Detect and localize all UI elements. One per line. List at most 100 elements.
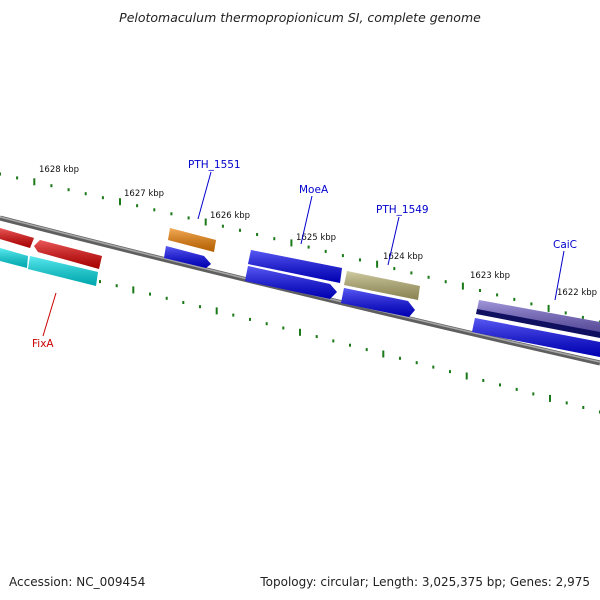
tick-label-1624: 1624 kbp — [383, 252, 423, 262]
gene-blue-moea-lower[interactable] — [245, 266, 337, 299]
leader-fixa — [42, 292, 57, 337]
inner-tick-mark — [499, 383, 501, 387]
inner-tick-mark — [365, 348, 368, 352]
outer-tick-mark — [324, 249, 327, 253]
inner-tick-mark — [132, 286, 135, 294]
inner-tick-mark — [332, 339, 335, 343]
tick-label-1623: 1623 kbp — [470, 271, 510, 281]
tick-label-1622: 1622 kbp — [557, 288, 597, 298]
outer-tick-mark — [273, 237, 276, 241]
outer-tick-mark — [84, 192, 87, 196]
gene-label-pth1549[interactable]: PTH_1549 — [376, 204, 429, 216]
gene-label-fixa[interactable]: FixA — [32, 338, 54, 350]
inner-tick-mark — [382, 350, 385, 358]
genome-summary: Topology: circular; Length: 3,025,375 bp… — [260, 575, 590, 589]
inner-tick-mark — [149, 292, 151, 296]
outer-tick-mark — [496, 293, 499, 297]
outer-tick-mark — [444, 280, 447, 284]
tick-label-1627: 1627 kbp — [124, 189, 164, 199]
gene-cyan-b[interactable] — [28, 256, 98, 286]
inner-tick-mark — [265, 322, 268, 326]
outer-tick-mark — [513, 297, 516, 301]
outer-tick-mark — [50, 184, 53, 188]
inner-tick-mark — [432, 365, 435, 369]
tick-label-1628: 1628 kbp — [39, 165, 79, 175]
outer-tick-mark — [581, 315, 584, 319]
outer-tick-mark — [67, 188, 70, 192]
gene-olive-pth1549[interactable] — [344, 271, 420, 300]
inner-tick-mark — [199, 305, 201, 309]
gene-purple-caic[interactable] — [477, 300, 600, 334]
gene-red-forward[interactable] — [0, 228, 34, 248]
genome-backbone — [0, 215, 600, 366]
outer-tick-mark — [427, 275, 430, 279]
outer-tick-mark — [479, 289, 481, 292]
inner-tick-mark — [299, 328, 301, 336]
inner-tick-mark — [482, 379, 485, 382]
accession-label: Accession: NC_009454 — [9, 575, 146, 589]
outer-tick-mark — [33, 178, 36, 186]
outer-tick-mark — [16, 176, 19, 180]
outer-tick-mark — [101, 196, 104, 200]
inner-tick-mark — [349, 343, 351, 347]
outer-tick-mark — [153, 208, 156, 212]
gene-blue-pth1549-lower[interactable] — [341, 288, 415, 317]
outer-tick-mark — [221, 224, 224, 228]
tick-label-1625: 1625 kbp — [296, 233, 336, 243]
gene-navy-caic[interactable] — [476, 309, 600, 338]
inner-tick-mark — [315, 335, 318, 339]
outer-tick-mark — [564, 311, 567, 315]
inner-tick-mark — [465, 372, 468, 380]
gene-label-pth1551[interactable]: PTH_1551 — [188, 159, 241, 171]
inner-tick-mark — [532, 392, 535, 396]
inner-tick-mark — [415, 361, 418, 365]
outer-tick-mark — [461, 282, 464, 290]
inner-tick-mark — [515, 387, 518, 391]
gene-cyan-a[interactable] — [0, 248, 28, 268]
inner-tick-mark — [582, 406, 585, 409]
outer-tick-mark — [119, 198, 121, 206]
outer-tick-mark — [204, 218, 207, 226]
inner-tick-mark — [99, 280, 101, 284]
outer-tick-mark — [547, 304, 550, 312]
leader-pth1549 — [387, 216, 400, 266]
inner-tick-mark — [399, 356, 401, 360]
leader-caic — [554, 250, 565, 301]
outer-tick-mark — [187, 216, 190, 220]
gene-blue-caic-lower[interactable] — [472, 318, 600, 357]
outer-tick-mark — [136, 204, 139, 208]
inner-tick-mark — [449, 370, 451, 374]
leader-pth1551 — [197, 171, 212, 220]
outer-tick-mark — [170, 212, 173, 216]
tick-label-1626: 1626 kbp — [210, 211, 250, 221]
leader-moea — [300, 195, 313, 245]
map-title: Pelotomaculum thermopropionicum SI, comp… — [119, 10, 481, 25]
inner-tick-mark — [115, 284, 118, 288]
gene-label-moea[interactable]: MoeA — [299, 184, 329, 196]
gene-blue-pth1551[interactable] — [164, 246, 211, 268]
outer-tick-mark — [341, 254, 344, 258]
outer-tick-mark — [530, 302, 533, 306]
outer-tick-mark — [359, 258, 361, 262]
gene-label-caic[interactable]: CaiC — [553, 239, 577, 251]
outer-tick-mark — [239, 228, 241, 232]
outer-tick-mark — [376, 260, 379, 268]
inner-tick-mark — [215, 307, 218, 315]
inner-tick-mark — [249, 317, 251, 321]
inner-tick-mark — [565, 401, 568, 405]
outer-tick-mark — [0, 172, 1, 176]
inner-tick-mark — [165, 296, 168, 300]
outer-tick-mark — [290, 239, 293, 247]
inner-tick-mark — [549, 394, 551, 402]
inner-tick-mark — [232, 313, 235, 317]
inner-tick-mark — [282, 326, 285, 330]
gene-blue-moea-upper[interactable] — [248, 250, 342, 283]
outer-tick-mark — [393, 267, 396, 271]
inner-tick-mark — [182, 301, 185, 304]
gene-orange[interactable] — [168, 228, 216, 252]
outer-tick-mark — [256, 233, 259, 236]
gene-red-reverse[interactable] — [34, 240, 102, 269]
outer-tick-mark — [307, 245, 310, 249]
outer-tick-mark — [410, 271, 413, 275]
